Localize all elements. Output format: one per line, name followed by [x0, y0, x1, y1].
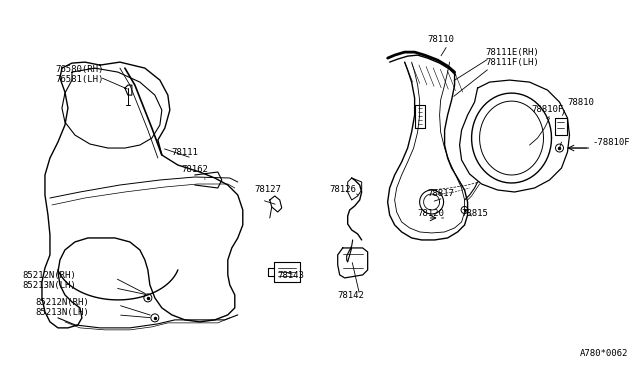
Text: 78111E(RH): 78111E(RH) [486, 48, 540, 57]
Text: 76580(RH): 76580(RH) [55, 65, 103, 74]
Text: 76581(LH): 76581(LH) [55, 75, 103, 84]
Text: 78162: 78162 [182, 165, 209, 174]
Text: -78810F: -78810F [593, 138, 630, 147]
Text: A780*0062: A780*0062 [579, 349, 628, 358]
Text: 78142: 78142 [338, 291, 365, 300]
Text: 85213N(LH): 85213N(LH) [35, 308, 89, 317]
Text: 78810: 78810 [568, 98, 595, 107]
Text: 78143: 78143 [278, 271, 305, 280]
Text: 78126: 78126 [330, 185, 356, 194]
Text: 78110: 78110 [428, 35, 454, 44]
Text: 78127: 78127 [255, 185, 282, 194]
Text: 78817: 78817 [428, 189, 454, 198]
Text: 78810F: 78810F [532, 105, 564, 114]
Text: 85213N(LH): 85213N(LH) [22, 281, 76, 290]
Text: 85212N(RH): 85212N(RH) [35, 298, 89, 307]
Text: 78815: 78815 [461, 209, 488, 218]
Text: 78111: 78111 [172, 148, 199, 157]
Text: 78111F(LH): 78111F(LH) [486, 58, 540, 67]
Text: 85212N(RH): 85212N(RH) [22, 271, 76, 280]
Text: 78120: 78120 [418, 209, 445, 218]
